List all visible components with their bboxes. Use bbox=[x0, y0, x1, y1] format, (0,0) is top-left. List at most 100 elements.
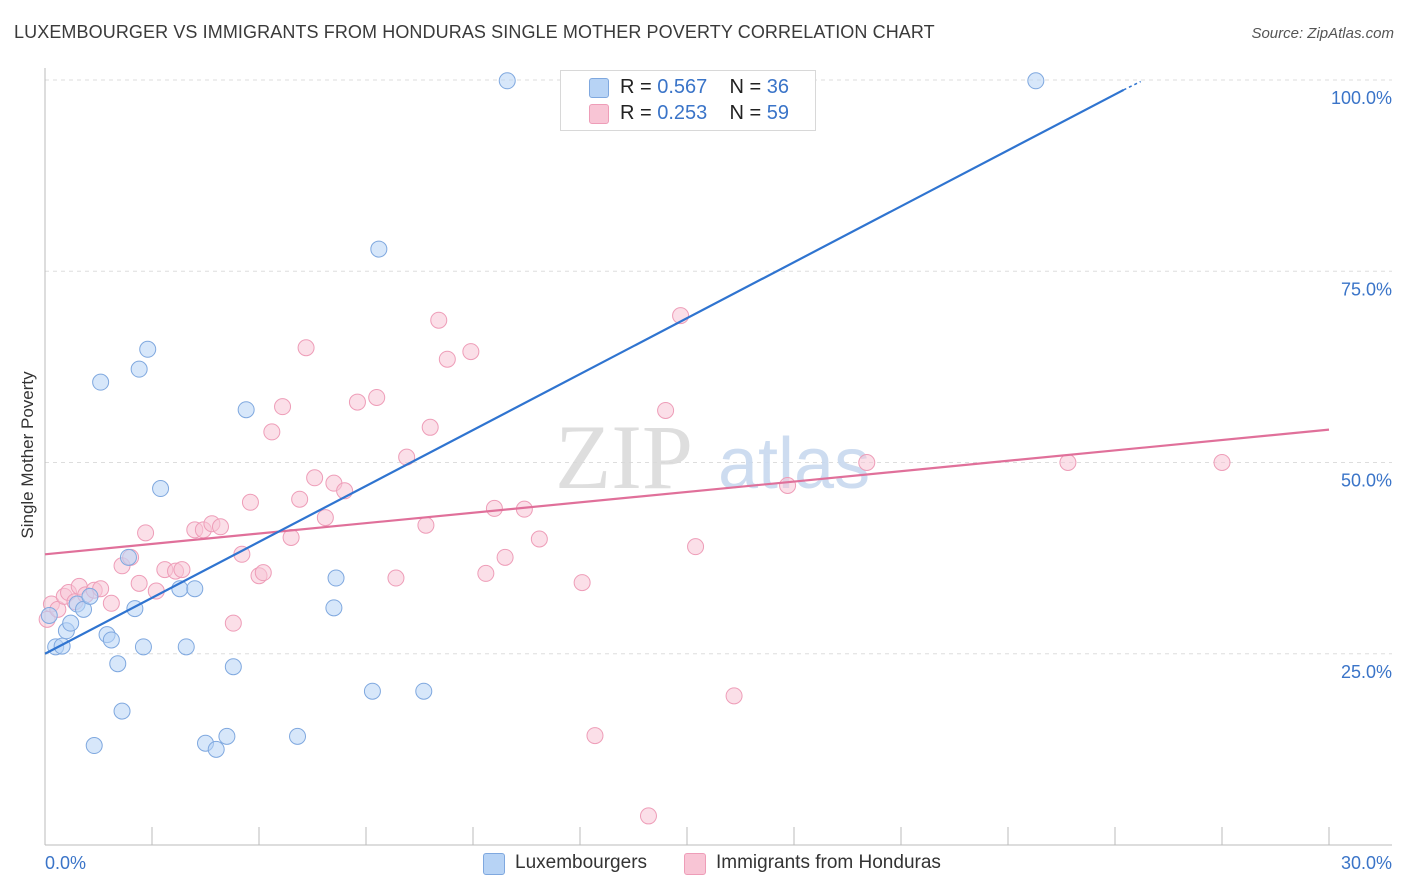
legend-n-label: N = bbox=[729, 102, 762, 124]
honduras-point bbox=[485, 499, 503, 517]
honduras-point bbox=[779, 476, 797, 494]
honduras-point bbox=[430, 311, 448, 329]
legend-r-value-1: 0.567 bbox=[657, 76, 708, 98]
honduras-point bbox=[387, 569, 405, 587]
honduras-point bbox=[657, 401, 675, 419]
luxembourger-point bbox=[327, 569, 345, 587]
watermark-zip: ZIP bbox=[555, 406, 693, 508]
trend-lines bbox=[44, 80, 1330, 655]
luxembourger-point bbox=[498, 72, 516, 90]
legend-r-value-2: 0.253 bbox=[657, 102, 708, 124]
luxembourger-point bbox=[81, 587, 99, 605]
watermark: ZIP atlas bbox=[555, 406, 870, 508]
x-tick-label-max: 30.0% bbox=[1341, 853, 1392, 873]
luxembourger-point bbox=[152, 480, 170, 498]
honduras-point bbox=[687, 538, 705, 556]
honduras-point bbox=[102, 594, 120, 612]
honduras-point bbox=[586, 727, 604, 745]
luxembourger-point bbox=[289, 727, 307, 745]
luxembourger-point bbox=[370, 240, 388, 258]
honduras-point bbox=[725, 687, 743, 705]
honduras-point bbox=[130, 574, 148, 592]
honduras-point bbox=[639, 807, 657, 825]
x-tick-label-min: 0.0% bbox=[45, 853, 86, 873]
luxembourger-point bbox=[134, 638, 152, 656]
honduras-point bbox=[496, 548, 514, 566]
bottom-legend-label-1: Luxembourgers bbox=[515, 852, 648, 873]
legend-swatch-blue bbox=[589, 78, 609, 98]
luxembourger-point bbox=[53, 637, 71, 655]
honduras-point bbox=[573, 574, 591, 592]
honduras-point bbox=[1059, 454, 1077, 471]
legend-r-label: R = bbox=[620, 76, 652, 98]
honduras-point bbox=[291, 490, 309, 508]
trendline-luxembourgers-extension bbox=[1123, 80, 1142, 91]
legend-swatch-pink bbox=[589, 104, 609, 124]
luxembourger-point bbox=[139, 340, 157, 358]
grid-layer bbox=[45, 79, 1392, 655]
y-tick-label-25: 25.0% bbox=[1341, 662, 1392, 682]
y-tick-label-75: 75.0% bbox=[1341, 279, 1392, 299]
bottom-legend-label-2: Immigrants from Honduras bbox=[716, 852, 941, 873]
luxembourger-point bbox=[237, 401, 255, 419]
honduras-point bbox=[368, 388, 386, 406]
luxembourger-point bbox=[186, 580, 204, 598]
honduras-point bbox=[417, 516, 435, 534]
honduras-point bbox=[316, 509, 334, 527]
luxembourger-point bbox=[177, 638, 195, 656]
luxembourger-point bbox=[92, 373, 110, 391]
honduras-point bbox=[173, 561, 191, 579]
source-note: Source: ZipAtlas.com bbox=[1251, 25, 1394, 42]
luxembourger-point bbox=[363, 682, 381, 700]
watermark-atlas: atlas bbox=[718, 424, 870, 504]
luxembourger-point bbox=[415, 682, 433, 700]
legend-n-value-1: 36 bbox=[766, 76, 790, 98]
legend-n-value-2: 59 bbox=[766, 102, 790, 124]
luxembourger-point bbox=[207, 740, 225, 758]
legend-r-label: R = bbox=[620, 102, 652, 124]
luxembourger-point bbox=[62, 614, 80, 632]
honduras-point bbox=[530, 530, 548, 548]
luxembourger-point bbox=[109, 655, 127, 673]
honduras-point bbox=[224, 614, 242, 632]
honduras-point bbox=[477, 564, 495, 582]
honduras-point bbox=[348, 393, 366, 411]
luxembourger-point bbox=[102, 631, 120, 649]
axis-labels: 25.0% 50.0% 75.0% 100.0% 0.0% 30.0% bbox=[45, 88, 1392, 873]
bottom-legend-swatch-pink bbox=[684, 853, 706, 875]
bottom-legend-swatch-blue bbox=[483, 853, 505, 875]
series-honduras-points bbox=[38, 307, 1231, 825]
honduras-point bbox=[306, 469, 324, 487]
honduras-point bbox=[1213, 454, 1231, 471]
honduras-point bbox=[462, 343, 480, 361]
honduras-point bbox=[211, 518, 229, 536]
honduras-point bbox=[274, 398, 292, 416]
luxembourger-point bbox=[113, 702, 131, 720]
chart-title: LUXEMBOURGER VS IMMIGRANTS FROM HONDURAS… bbox=[14, 22, 935, 42]
luxembourger-point bbox=[40, 607, 58, 624]
trendline-luxembourgers bbox=[44, 88, 1125, 655]
luxembourger-point bbox=[85, 737, 103, 755]
honduras-point bbox=[254, 564, 272, 582]
legend-n-label: N = bbox=[729, 76, 762, 98]
honduras-point bbox=[421, 418, 439, 436]
honduras-point bbox=[263, 423, 281, 441]
honduras-point bbox=[438, 350, 456, 368]
y-tick-label-50: 50.0% bbox=[1341, 471, 1392, 491]
y-axis-title: Single Mother Poverty bbox=[18, 371, 37, 539]
luxembourger-point bbox=[218, 727, 236, 745]
honduras-point bbox=[241, 493, 259, 511]
luxembourger-point bbox=[325, 599, 343, 617]
luxembourger-point bbox=[224, 658, 242, 676]
trendline-honduras bbox=[44, 428, 1330, 556]
honduras-point bbox=[858, 454, 876, 471]
luxembourger-point bbox=[119, 548, 137, 566]
luxembourger-point bbox=[130, 360, 148, 378]
axis-layer bbox=[44, 68, 1392, 846]
honduras-point bbox=[137, 524, 155, 542]
legend: R = 0.567 N = 36 R = 0.253 N = 59 bbox=[560, 70, 816, 131]
honduras-point bbox=[297, 339, 315, 357]
luxembourger-point bbox=[1027, 72, 1045, 90]
y-tick-label-100: 100.0% bbox=[1331, 88, 1392, 108]
